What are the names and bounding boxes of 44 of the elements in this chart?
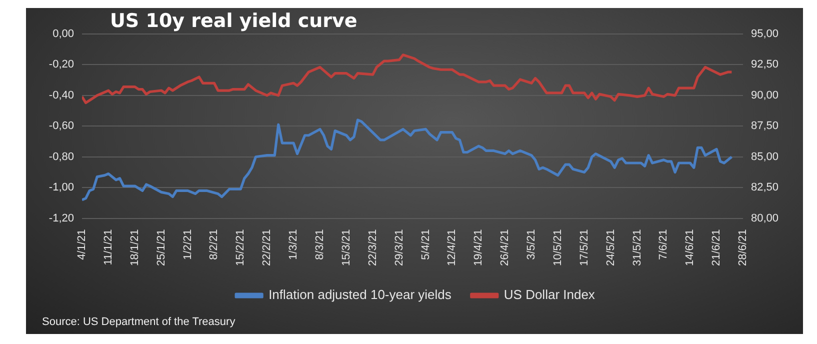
x-tick-label: 22/2/21 — [261, 229, 274, 266]
legend-label: US Dollar Index — [504, 287, 596, 302]
x-tick-label: 1/2/21 — [182, 229, 194, 260]
x-tick-label: 11/1/21 — [102, 229, 114, 266]
x-tick-label: 25/1/21 — [155, 229, 168, 266]
x-tick-label: 7/6/21 — [658, 229, 670, 260]
y2-tick-label: 92,50 — [751, 58, 779, 71]
y2-tick-label: 95,00 — [751, 28, 779, 40]
x-tick-label: 29/3/21 — [393, 229, 406, 266]
x-tick-label: 15/3/21 — [340, 229, 352, 266]
y-tick-label: -0,20 — [48, 58, 74, 71]
source-note: Source: US Department of the Treasury — [42, 316, 236, 328]
y-tick-label: -0,60 — [48, 120, 74, 132]
y-tick-label: -0,80 — [48, 150, 74, 163]
y2-tick-label: 87,50 — [751, 120, 779, 132]
x-tick-label: 19/4/21 — [472, 229, 485, 266]
legend-label: Inflation adjusted 10-year yields — [268, 287, 452, 302]
x-tick-label: 5/4/21 — [420, 229, 432, 260]
x-tick-label: 28/6/21 — [737, 229, 750, 266]
y-tick-label: 0,00 — [52, 28, 74, 40]
y-tick-label: -1,00 — [48, 182, 74, 194]
y-tick-label: -1,20 — [48, 212, 74, 224]
x-tick-label: 22/3/21 — [366, 229, 379, 266]
x-tick-label: 14/6/21 — [684, 229, 696, 266]
x-tick-label: 3/5/21 — [526, 229, 538, 260]
x-tick-label: 26/4/21 — [499, 229, 512, 266]
x-tick-label: 15/2/21 — [234, 229, 247, 266]
x-tick-label: 17/5/21 — [578, 229, 590, 266]
x-tick-label: 1/3/21 — [288, 229, 300, 260]
y2-tick-label: 90,00 — [751, 89, 779, 102]
y-tick-label: -0,40 — [48, 89, 74, 102]
x-tick-label: 4/1/21 — [76, 229, 88, 260]
y2-tick-label: 80,00 — [751, 212, 779, 224]
x-tick-label: 21/6/21 — [710, 229, 723, 266]
x-tick-label: 18/1/21 — [128, 229, 141, 266]
x-tick-label: 10/5/21 — [552, 229, 564, 266]
x-tick-label: 8/3/21 — [314, 229, 326, 260]
x-tick-label: 24/5/21 — [604, 229, 617, 266]
chart-title: US 10y real yield curve — [110, 10, 358, 32]
y2-tick-label: 82,50 — [751, 182, 779, 194]
x-tick-label: 12/4/21 — [446, 229, 458, 266]
y2-tick-label: 85,00 — [751, 150, 779, 163]
x-tick-label: 31/5/21 — [631, 229, 644, 266]
x-tick-label: 8/2/21 — [208, 229, 220, 260]
